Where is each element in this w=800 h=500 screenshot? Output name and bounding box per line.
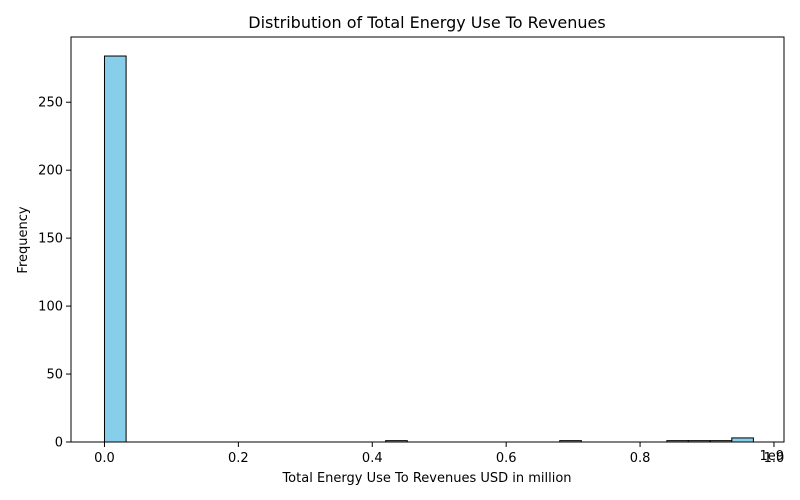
plot-frame (70, 36, 785, 443)
x-tick-label: 0.6 (496, 451, 517, 466)
chart-title: Distribution of Total Energy Use To Reve… (248, 13, 605, 32)
x-tick-label: 1.0 (764, 451, 785, 466)
y-tick-label: 150 (38, 232, 63, 247)
bars-group (103, 55, 754, 443)
y-tick-label: 200 (38, 164, 63, 179)
histogram-bar (731, 437, 754, 443)
x-axis-label: Total Energy Use To Revenues USD in mill… (281, 471, 571, 486)
histogram-bar (103, 55, 127, 443)
y-tick-label: 250 (38, 96, 63, 111)
x-tick-label: 0.2 (228, 451, 249, 466)
y-tick-label: 100 (38, 300, 63, 315)
x-axis: 0.0 0.2 0.4 0.6 0.8 1.0 (94, 442, 784, 466)
x-tick-label: 0.8 (630, 451, 651, 466)
y-tick-label: 0 (55, 436, 63, 451)
x-tick-label: 0.4 (362, 451, 383, 466)
y-tick-label: 50 (46, 368, 63, 383)
x-tick-label: 0.0 (94, 451, 115, 466)
x-axis-offset-label: 1e9 (759, 449, 784, 464)
y-axis: 0 50 100 150 200 250 (38, 96, 71, 451)
y-axis-label: Frequency (16, 206, 31, 273)
